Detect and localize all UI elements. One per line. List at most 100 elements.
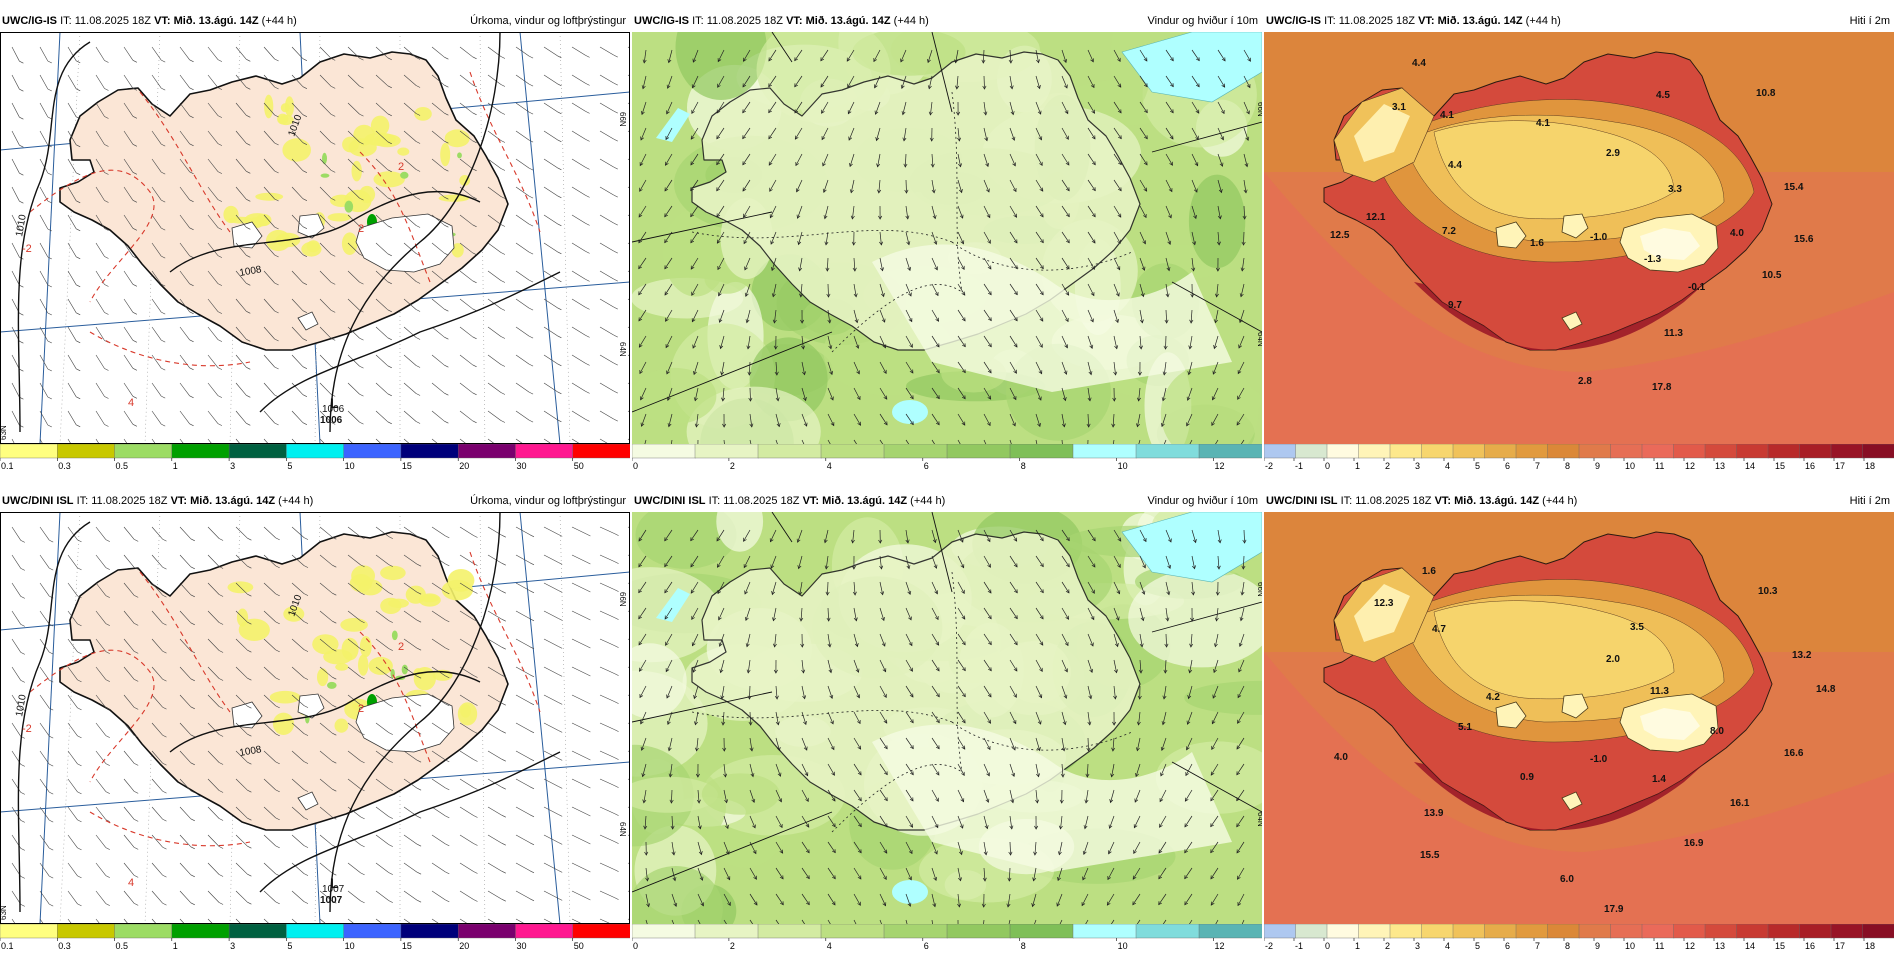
lead-time: (+44 h)	[910, 495, 945, 507]
temperature-label: 11.3	[1650, 686, 1669, 697]
wind-arrow	[750, 388, 751, 401]
colorbar-swatch	[947, 924, 1011, 938]
colorbar-swatch	[1611, 924, 1643, 938]
model-name: UWC/DINI ISL	[2, 495, 74, 507]
colorbar-swatch	[1831, 924, 1863, 938]
low-pressure-symbol: L	[330, 395, 339, 411]
colorbar-label: 0	[1325, 461, 1330, 471]
colorbar-label: 5	[287, 461, 292, 471]
panel-ig-precip: UWC/IG-IS IT: 11.08.2025 18Z VT: Mið. 13…	[0, 10, 630, 475]
panel-ig-wind: UWC/IG-IS IT: 11.08.2025 18Z VT: Mið. 13…	[632, 10, 1262, 475]
colorbar-label: 11	[1655, 461, 1664, 471]
precip-area	[255, 193, 283, 201]
precip-area	[420, 595, 439, 603]
temperature-label: 13.9	[1424, 808, 1444, 819]
colorbar-label: 12	[1215, 461, 1225, 471]
colorbar-swatch	[695, 444, 759, 458]
precip-area	[359, 186, 375, 203]
temperature-label: -1.3	[1644, 254, 1662, 265]
temperature-label: 4.5	[1656, 90, 1670, 101]
panel-header: UWC/IG-IS IT: 11.08.2025 18Z VT: Mið. 13…	[1264, 10, 1894, 32]
colorbar-swatch	[229, 924, 287, 938]
colorbar-swatch	[1264, 924, 1296, 938]
colorbar-swatch	[1737, 444, 1769, 458]
precip-area	[239, 619, 270, 641]
colorbar-swatch	[344, 924, 402, 938]
temperature-label: 12.1	[1366, 212, 1386, 223]
temperature-label: 12.3	[1374, 598, 1394, 609]
colorbar-label: -1	[1295, 461, 1303, 471]
colorbar-label: 30	[517, 461, 527, 471]
colorbar-swatch	[1453, 924, 1485, 938]
colorbar-swatch	[286, 924, 344, 938]
precip-area	[351, 565, 375, 586]
precip-area	[322, 153, 327, 164]
temperature-label: -1.0	[1590, 754, 1608, 765]
colorbar-label: 2	[1385, 461, 1390, 471]
colorbar-swatch	[1296, 444, 1328, 458]
colorbar-swatch	[758, 924, 822, 938]
colorbar-swatch	[821, 444, 885, 458]
latitude-label: 63N	[0, 905, 8, 920]
temperature-label: 16.6	[1784, 748, 1804, 759]
it-label: IT:	[692, 15, 704, 27]
latitude-label: 63N	[0, 425, 8, 440]
colorbar-swatch	[1611, 444, 1643, 458]
colorbar-swatch	[172, 924, 230, 938]
precip-area	[345, 201, 354, 213]
precip-area	[360, 636, 372, 657]
panel-header: UWC/DINI ISL IT: 11.08.2025 18Z VT: Mið.…	[1264, 490, 1894, 512]
colorbar-swatch	[573, 444, 630, 458]
product-title: Hiti í 2m	[1850, 10, 1890, 32]
temperature-label: 5.1	[1458, 722, 1472, 733]
precip-area	[445, 129, 470, 147]
temperature-label: 2.0	[1606, 654, 1620, 665]
latitude-label: 66N	[618, 112, 627, 127]
colorbar-label: 10	[1118, 461, 1128, 471]
colorbar-swatch	[884, 444, 948, 458]
precip-area	[273, 713, 294, 735]
precip-area	[312, 634, 338, 654]
low-pressure-value: 1006	[320, 415, 343, 426]
panel-dini-temp: UWC/DINI ISL IT: 11.08.2025 18Z VT: Mið.…	[1264, 490, 1894, 955]
isoline-minor-label: -2	[22, 243, 32, 255]
wind-arrow	[906, 180, 907, 193]
low-pressure-value: 1007	[320, 895, 343, 906]
temperature-label: 4.0	[1334, 752, 1348, 763]
colorbar-swatch	[821, 924, 885, 938]
precip-area	[397, 148, 409, 156]
colorbar-swatch	[1642, 444, 1674, 458]
colorbar-label: 17	[1835, 461, 1845, 471]
precip-area	[223, 206, 238, 223]
panel-header: UWC/IG-IS IT: 11.08.2025 18Z VT: Mið. 13…	[0, 10, 630, 32]
it-label: IT:	[1341, 495, 1353, 507]
temperature-label: 15.6	[1794, 234, 1814, 245]
colorbar-label: 14	[1745, 461, 1755, 471]
temperature-label: 3.1	[1392, 102, 1406, 113]
colorbar-swatch	[1579, 444, 1611, 458]
it-value: 11.08.2025 18Z	[707, 15, 783, 27]
temperature-label: 7.2	[1442, 226, 1456, 237]
colorbar-label: 2	[730, 461, 735, 471]
model-name: UWC/IG-IS	[634, 15, 689, 27]
colorbar-swatch	[1863, 924, 1895, 938]
colorbar-label: 10	[1625, 461, 1635, 471]
colorbar-label: 15	[402, 461, 412, 471]
colorbar-swatch	[1674, 924, 1706, 938]
product-title: Hiti í 2m	[1850, 490, 1890, 512]
precip-area	[328, 213, 351, 221]
colorbar-label: -2	[1265, 461, 1273, 471]
colorbar-swatch	[1199, 444, 1262, 458]
colorbar-swatch	[344, 444, 402, 458]
colorbar-swatch	[695, 924, 759, 938]
colorbar-swatch	[1264, 444, 1296, 458]
colorbar-swatch	[1831, 444, 1863, 458]
model-name: UWC/DINI ISL	[1266, 495, 1338, 507]
